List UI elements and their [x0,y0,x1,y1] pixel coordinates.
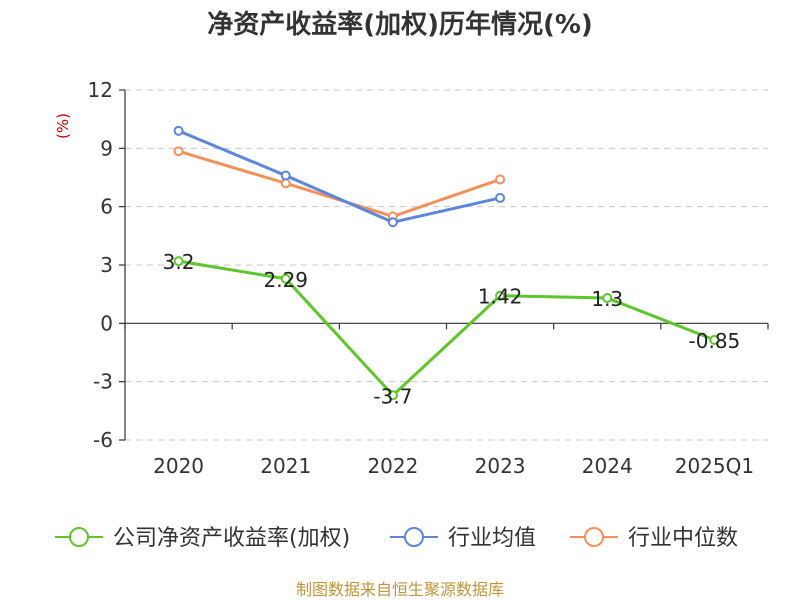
legend-swatch-marker [69,527,89,547]
y-tick-label: 6 [100,195,113,219]
data-point [495,290,506,301]
data-point [387,390,398,401]
legend: 公司净资产收益率(加权) 行业均值 行业中位数 [55,526,738,551]
legend-item[interactable]: 行业中位数 [570,526,738,551]
series-line [178,129,501,224]
x-tick-label: 2021 [260,454,311,478]
source-note: 制图数据来自恒生聚源数据库 [296,580,504,599]
data-point [280,170,291,181]
legend-swatch-marker [404,527,424,547]
y-tick-label: -6 [93,428,113,452]
data-label: -0.85 [689,329,741,353]
data-point [173,146,184,157]
legend-label: 行业均值 [448,526,536,551]
data-point [173,125,184,136]
y-unit-label: (%) [54,113,72,139]
chart-title: 净资产收益率(加权)历年情况(%) [207,9,593,40]
data-point [709,334,720,345]
data-point [173,256,184,267]
y-tick-label: 0 [100,311,113,335]
axis-layer: 12 9 6 3 0 -3 -6 2020 2021 2022 2023 2024 2025Q1 [88,78,769,478]
data-label: 1.3 [591,287,623,311]
x-tick-label: 2022 [367,454,418,478]
legend-swatch-marker [584,527,604,547]
grid-layer [125,89,768,441]
y-tick-label: -3 [93,370,113,394]
data-point [602,293,613,304]
data-label-layer: 3.2 2.29 -3.7 1.42 1.3 -0.85 [163,250,741,408]
data-point [280,273,291,284]
legend-item[interactable]: 行业均值 [390,526,536,551]
data-point [495,174,506,185]
y-tick-label: 9 [100,136,113,160]
y-tick-label: 12 [88,78,113,102]
series-layer [173,125,720,401]
data-label: 1.42 [478,285,523,309]
data-label: 3.2 [163,250,195,274]
y-tick-label: 3 [100,253,113,277]
data-label: 2.29 [263,268,308,292]
x-tick-label: 2024 [582,454,633,478]
data-label: -3.7 [373,384,412,408]
x-tick-label: 2025Q1 [675,454,754,478]
x-tick-label: 2023 [475,454,526,478]
x-tick-label: 2020 [153,454,204,478]
data-point [495,192,506,203]
legend-label: 行业中位数 [628,526,738,551]
legend-item[interactable]: 公司净资产收益率(加权) [55,526,350,551]
legend-label: 公司净资产收益率(加权) [113,526,350,551]
data-point [387,217,398,228]
series-line [178,259,715,397]
